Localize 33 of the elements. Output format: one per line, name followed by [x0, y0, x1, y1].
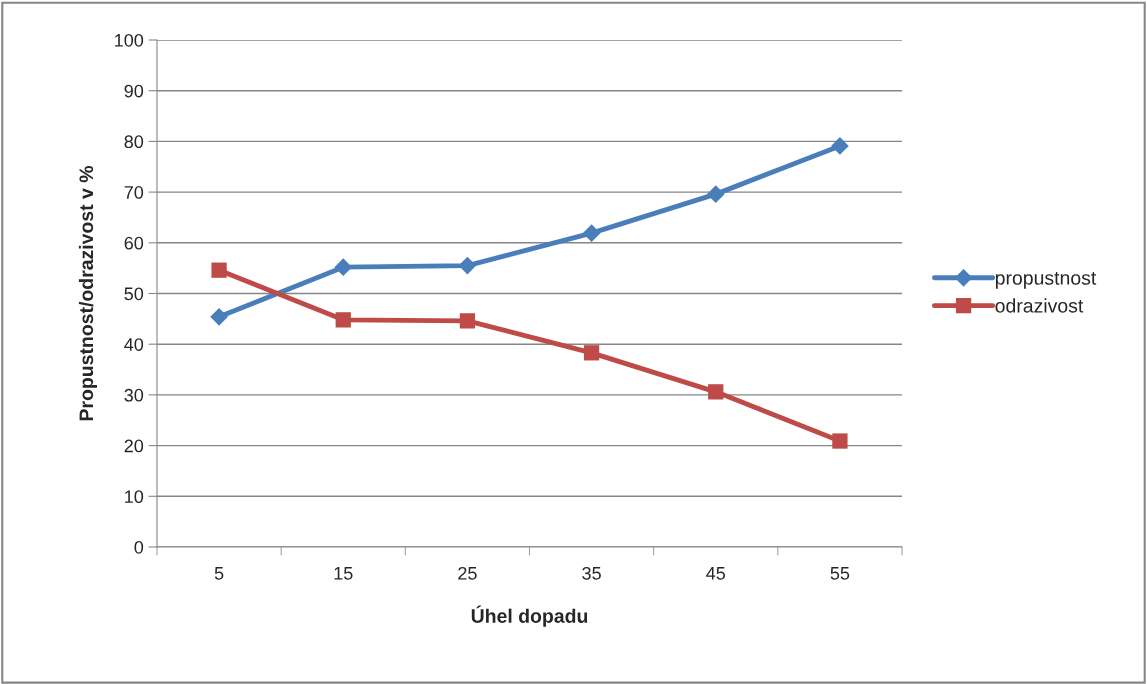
point [458, 256, 477, 275]
point [335, 312, 351, 328]
x-tick-label: 55 [830, 567, 850, 580]
y-tick-label: 70 [124, 186, 144, 199]
x-tick-label: 15 [334, 567, 353, 580]
point [832, 433, 848, 449]
y-tick-label: 90 [124, 84, 144, 98]
point [708, 384, 724, 400]
point [583, 345, 600, 361]
x-tick-label: 45 [706, 567, 726, 580]
y-tick-label: 40 [124, 338, 144, 351]
legend-label: propustnost [995, 272, 1097, 289]
y-tick-label: 0 [134, 540, 144, 554]
y-axis-title: Propustnost/odrazivost v % [78, 165, 98, 421]
x-tick-label: 25 [458, 566, 477, 580]
point [831, 137, 849, 155]
point [582, 224, 601, 243]
y-tick-label: 80 [124, 135, 144, 149]
y-tick-label: 50 [124, 287, 144, 301]
point [706, 185, 725, 203]
x-axis-title: Úhel dopadu [471, 605, 588, 627]
legend-label: odrazivost [995, 298, 1084, 313]
point [334, 258, 353, 276]
point [211, 262, 227, 278]
x-tick-label: 5 [214, 567, 224, 580]
y-tick-label: 30 [124, 388, 144, 402]
y-tick-label: 10 [125, 490, 144, 504]
y-tick-label: 60 [124, 236, 144, 250]
point [459, 313, 476, 329]
x-tick-label: 35 [582, 566, 601, 580]
y-tick-label: 100 [115, 33, 144, 47]
point [210, 307, 228, 326]
y-tick-label: 20 [124, 439, 144, 453]
